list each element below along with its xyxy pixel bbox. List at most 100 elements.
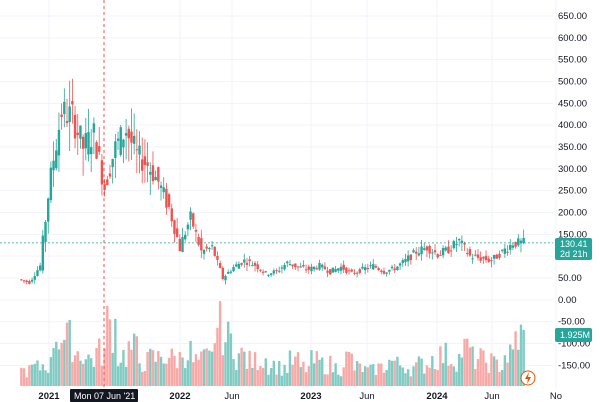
candle-body bbox=[60, 114, 63, 118]
volume-bar bbox=[366, 367, 370, 386]
candle-body bbox=[224, 276, 227, 281]
candle-body bbox=[192, 213, 195, 227]
volume-bar bbox=[165, 363, 168, 386]
candle-body bbox=[342, 264, 345, 270]
candle-body bbox=[517, 238, 520, 246]
volume-bar bbox=[468, 347, 472, 386]
price-tick-label: 500.00 bbox=[558, 77, 587, 88]
candle-body bbox=[119, 127, 122, 155]
candle-body bbox=[71, 101, 74, 105]
volume-bar bbox=[63, 339, 66, 386]
volume-bar bbox=[439, 346, 442, 386]
candle-body bbox=[49, 167, 53, 201]
price-tick-label: 550.00 bbox=[558, 55, 587, 66]
candle-body bbox=[278, 270, 281, 272]
candle-body bbox=[189, 211, 192, 220]
candle-body bbox=[114, 141, 117, 159]
candle-body bbox=[165, 188, 168, 208]
volume-bar bbox=[175, 368, 179, 386]
candle-body bbox=[226, 271, 230, 274]
replay-button[interactable] bbox=[520, 370, 536, 386]
candle-body bbox=[355, 272, 359, 274]
volume-bar bbox=[245, 368, 249, 386]
candle-body bbox=[235, 264, 238, 267]
volume-bar bbox=[25, 377, 28, 386]
candle-body bbox=[20, 279, 23, 281]
volume-bar bbox=[347, 351, 351, 386]
price-axis[interactable]: 650.00 600.00 550.00 500.00 450.00 400.00 350.… bbox=[558, 11, 590, 371]
volume-bar bbox=[186, 360, 190, 386]
candle-body bbox=[116, 138, 120, 141]
candle-body bbox=[466, 252, 469, 254]
candle-body bbox=[431, 252, 434, 254]
volume-bar bbox=[495, 359, 498, 386]
volume-bar bbox=[406, 369, 410, 386]
time-tick-label: 2021 bbox=[38, 391, 60, 402]
candle-body bbox=[329, 269, 332, 275]
candle-body bbox=[318, 263, 321, 270]
candle-body bbox=[245, 262, 249, 265]
candle-body bbox=[237, 263, 241, 269]
volume-bar bbox=[329, 355, 332, 386]
volume-bar bbox=[509, 344, 512, 386]
volume-bar bbox=[385, 369, 388, 386]
candle-body bbox=[68, 106, 71, 122]
candle-body bbox=[312, 266, 316, 270]
candle-body bbox=[210, 245, 214, 247]
volume-bar bbox=[98, 338, 101, 386]
candle-body bbox=[425, 246, 429, 251]
candle-body bbox=[173, 220, 176, 234]
volume-bar bbox=[492, 356, 496, 386]
candle-body bbox=[492, 254, 496, 259]
candle-body bbox=[269, 273, 273, 276]
volume-bar bbox=[361, 371, 364, 386]
candle-body bbox=[41, 235, 45, 271]
volume-bar bbox=[315, 351, 319, 386]
volume-bar bbox=[208, 350, 211, 386]
volume-bar bbox=[409, 376, 413, 386]
volume-bar bbox=[514, 331, 517, 386]
candle-body bbox=[433, 250, 437, 253]
volume-bar bbox=[506, 362, 509, 386]
volume-bar bbox=[272, 360, 276, 386]
volume-bar bbox=[463, 338, 466, 386]
volume-bar bbox=[363, 366, 367, 386]
candle-body bbox=[345, 267, 348, 273]
candle-body bbox=[476, 254, 480, 258]
time-tick-label: No bbox=[550, 391, 562, 402]
volume-bar bbox=[213, 343, 216, 386]
volume-bar bbox=[218, 301, 222, 386]
volume-bar bbox=[503, 355, 507, 386]
candle-body bbox=[471, 258, 474, 260]
volume-bar bbox=[323, 374, 327, 386]
candle-body bbox=[202, 249, 206, 254]
candle-body bbox=[216, 255, 219, 260]
volume-bar bbox=[192, 362, 195, 386]
volume-bar bbox=[92, 366, 96, 386]
candle-body bbox=[428, 245, 431, 254]
volume-bar bbox=[79, 360, 82, 386]
candle-body bbox=[81, 136, 85, 149]
volume-bar bbox=[197, 360, 200, 386]
candle-body bbox=[500, 249, 504, 251]
crosshair-date-text: Mon 07 Jun '21 bbox=[74, 391, 135, 401]
price-tick-label: 250.00 bbox=[558, 186, 587, 197]
volume-bar bbox=[441, 363, 445, 386]
candle-body bbox=[28, 281, 31, 284]
time-tick-label: 2024 bbox=[426, 391, 448, 402]
candle-body bbox=[135, 149, 139, 151]
volume-bar bbox=[522, 329, 525, 386]
volume-bar bbox=[60, 342, 63, 386]
volume-bar bbox=[248, 350, 251, 386]
candle-body bbox=[52, 160, 55, 171]
price-tick-label: 450.00 bbox=[558, 98, 587, 109]
time-axis[interactable]: 2021 2022 Jun 2023 Jun 2024 Jun No bbox=[0, 388, 562, 402]
candle-body bbox=[213, 246, 216, 256]
volume-bar bbox=[243, 351, 246, 386]
volume-bar bbox=[151, 350, 155, 386]
candle-body bbox=[519, 240, 523, 244]
volume-bar bbox=[100, 365, 104, 386]
time-tick-label: Jun bbox=[484, 391, 499, 402]
